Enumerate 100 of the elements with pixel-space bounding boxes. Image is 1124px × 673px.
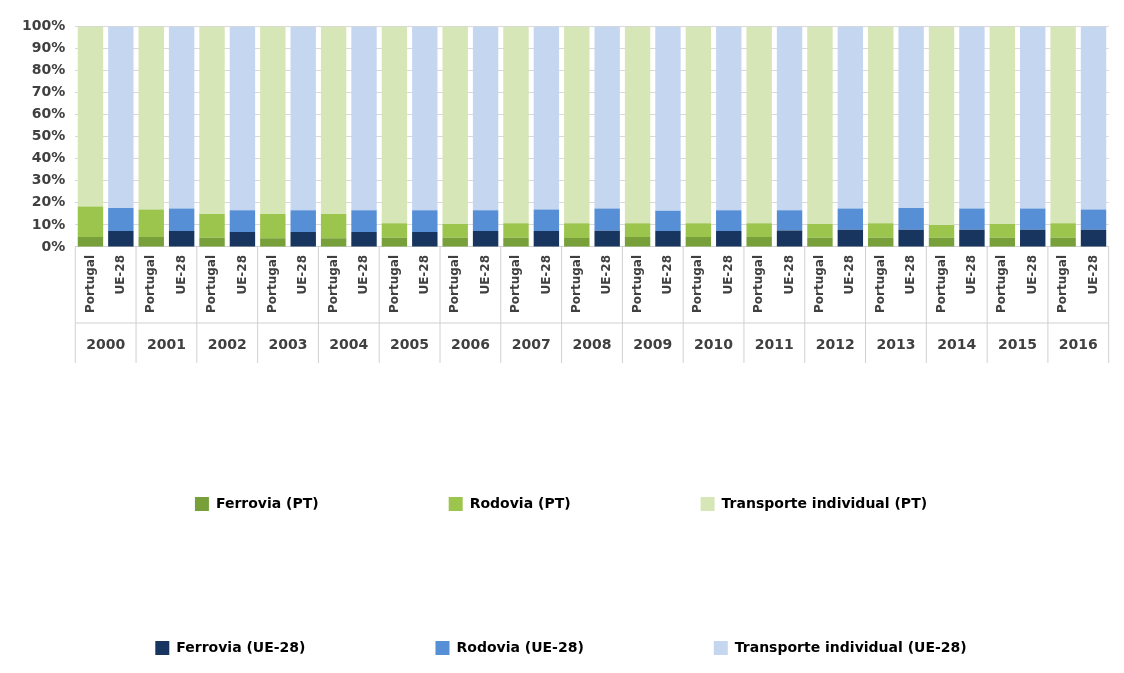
x-tick-label: Portugal xyxy=(264,254,279,314)
bar xyxy=(1050,237,1076,247)
bar xyxy=(959,208,985,230)
bar xyxy=(716,26,742,211)
x-tick-label: UE-28 xyxy=(781,254,796,295)
bar xyxy=(503,26,529,224)
bar xyxy=(837,26,864,209)
y-tick-label: 10% xyxy=(31,215,66,232)
y-tick-label: 30% xyxy=(31,171,66,188)
bar xyxy=(624,237,651,247)
bar xyxy=(351,210,377,232)
bar xyxy=(898,229,924,247)
legend-label: Ferrovia (UE-28) xyxy=(176,638,306,655)
bar xyxy=(290,26,316,211)
x-tick-label: Portugal xyxy=(204,254,219,314)
bar xyxy=(442,237,468,247)
bar xyxy=(746,223,772,238)
bar xyxy=(138,26,164,210)
text: 2008 xyxy=(572,335,612,352)
x-tick-label: Portugal xyxy=(325,254,340,314)
x-tick-label: Portugal xyxy=(447,254,462,314)
bar xyxy=(716,210,742,232)
bar xyxy=(746,26,772,224)
y-tick-label: 100% xyxy=(21,17,66,34)
x-tick-label: UE-28 xyxy=(234,254,249,295)
x-tick-label: Portugal xyxy=(143,254,158,314)
bar xyxy=(290,210,316,232)
text: 2009 xyxy=(633,335,673,352)
bar xyxy=(472,231,499,247)
x-tick-label: Portugal xyxy=(1055,254,1070,314)
bar xyxy=(868,223,894,238)
bar xyxy=(564,26,590,224)
bar xyxy=(77,237,104,247)
bar xyxy=(381,26,408,224)
y-tick-label: 20% xyxy=(31,193,66,210)
bar xyxy=(989,237,1016,247)
y-tick-label: 40% xyxy=(31,149,66,166)
bar xyxy=(594,26,620,209)
bar xyxy=(1080,229,1107,247)
bar xyxy=(685,237,712,247)
x-tick-label: UE-28 xyxy=(112,254,127,295)
y-tick-label: 80% xyxy=(31,61,66,78)
x-tick-label: UE-28 xyxy=(416,254,431,295)
bar xyxy=(685,223,712,238)
bar xyxy=(229,26,256,211)
bar xyxy=(624,223,651,238)
bar xyxy=(655,26,681,211)
bar xyxy=(168,208,195,232)
bar xyxy=(807,237,833,247)
bar xyxy=(776,230,803,247)
bar xyxy=(199,26,225,214)
x-tick-label: Portugal xyxy=(933,254,948,314)
x-tick-label: UE-28 xyxy=(903,254,918,295)
bar xyxy=(260,238,286,247)
y-tick-label: 60% xyxy=(31,105,66,122)
x-tick-label: UE-28 xyxy=(720,254,735,295)
x-tick-label: Portugal xyxy=(812,254,827,314)
bar xyxy=(412,26,438,211)
bar xyxy=(412,231,438,247)
x-tick-label: UE-28 xyxy=(477,254,492,295)
x-tick-label: Portugal xyxy=(690,254,705,314)
x-tick-label: Portugal xyxy=(386,254,401,314)
bar xyxy=(807,26,833,225)
text: 2005 xyxy=(390,335,430,352)
bar xyxy=(260,213,286,239)
bar xyxy=(412,210,438,232)
bar xyxy=(624,26,651,224)
x-tick-label: UE-28 xyxy=(538,254,553,295)
text: 2015 xyxy=(998,335,1038,352)
bar xyxy=(320,213,347,239)
text: 2001 xyxy=(146,335,186,352)
text: 2014 xyxy=(937,335,977,352)
bar xyxy=(168,231,195,247)
bar xyxy=(959,229,985,247)
bar xyxy=(898,26,924,208)
text: 2013 xyxy=(876,335,916,352)
bar xyxy=(655,231,681,247)
bar xyxy=(989,26,1016,225)
x-tick-label: UE-28 xyxy=(842,254,857,295)
x-tick-label: Portugal xyxy=(629,254,644,314)
text: 2004 xyxy=(329,335,369,352)
bar xyxy=(168,26,195,209)
bar xyxy=(776,26,803,211)
bar xyxy=(594,230,620,247)
bar xyxy=(868,237,894,247)
bar xyxy=(959,26,985,209)
bar xyxy=(108,26,134,208)
bar xyxy=(442,224,468,238)
x-tick-label: UE-28 xyxy=(1024,254,1039,295)
bar xyxy=(108,231,134,247)
bar xyxy=(746,237,772,247)
bar xyxy=(229,210,256,232)
text: 2010 xyxy=(694,335,734,352)
bar xyxy=(77,206,104,238)
bar xyxy=(472,210,499,232)
bar xyxy=(685,26,712,224)
x-tick-label: UE-28 xyxy=(295,254,310,295)
bar xyxy=(837,208,864,230)
text: 2002 xyxy=(207,335,247,352)
legend-label: Rodovia (UE-28) xyxy=(456,638,584,655)
